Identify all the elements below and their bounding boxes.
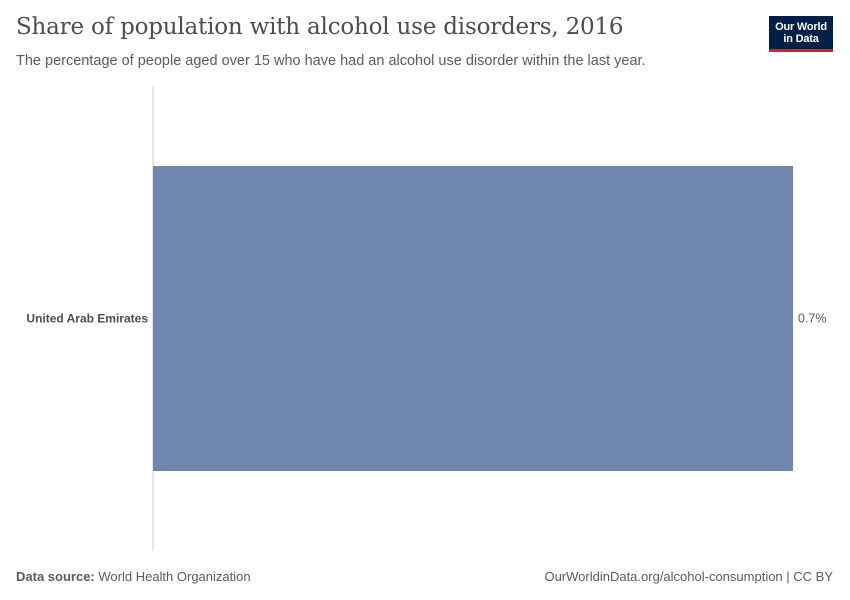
category-label: United Arab Emirates (26, 312, 148, 326)
logo-line-2: in Data (783, 33, 819, 45)
chart-title: Share of population with alcohol use dis… (16, 14, 624, 40)
data-source: Data source: World Health Organization (16, 569, 251, 584)
bar[interactable] (153, 166, 793, 471)
logo-line-1: Our World (775, 21, 827, 33)
source-url-link[interactable]: OurWorldinData.org/alcohol-consumption |… (544, 569, 833, 584)
chart-subtitle: The percentage of people aged over 15 wh… (16, 53, 646, 69)
data-source-label: Data source: (16, 569, 95, 584)
value-label: 0.7% (798, 312, 827, 326)
owid-logo[interactable]: Our World in Data (769, 16, 833, 52)
data-source-text: World Health Organization (98, 569, 251, 584)
